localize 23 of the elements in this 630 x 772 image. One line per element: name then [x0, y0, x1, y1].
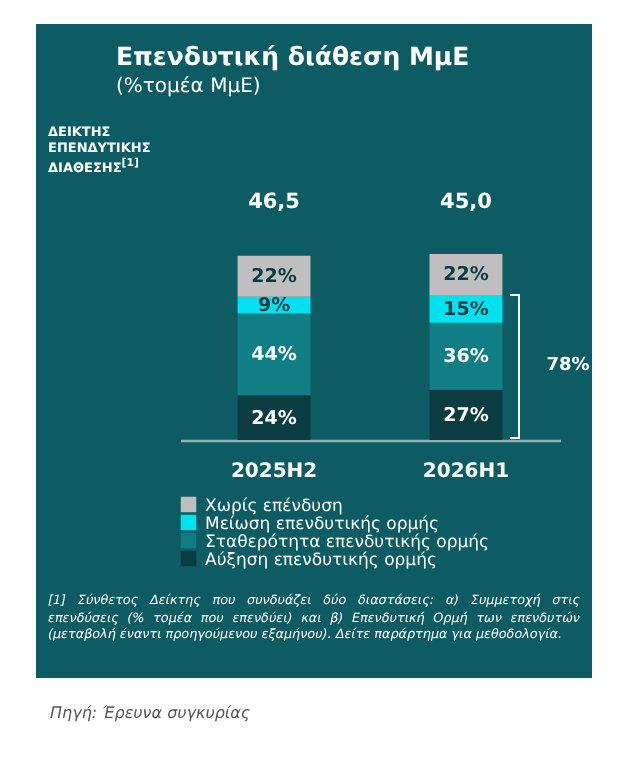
data-label: 9%	[257, 295, 292, 318]
data-label: 22%	[443, 264, 490, 287]
data-label: 44%	[251, 344, 298, 367]
legend-label: Μείωση επενδυτικής ορμής	[205, 514, 440, 535]
bar	[429, 389, 503, 440]
data-label: 22%	[251, 266, 298, 289]
x-tick-label: 2026H1	[422, 461, 510, 483]
legend-label: Χωρίς επένδυση	[205, 496, 343, 517]
x-tick-label: 2025H2	[230, 461, 318, 483]
text: 46,5	[248, 190, 300, 214]
annotation: 78%	[546, 355, 590, 376]
text: 45,0	[440, 190, 492, 214]
data-label: 15%	[443, 298, 490, 321]
bar	[237, 313, 311, 396]
legend-label: Σταθερότητα επενδυτικής ορμής	[205, 532, 490, 553]
text: Πηγή: Έρευνα συγκυρίας	[50, 704, 251, 722]
chart-subtitle: (%τομέα ΜμΕ)	[116, 76, 261, 98]
data-label: 27%	[443, 404, 490, 427]
data-label: 36%	[443, 346, 490, 369]
data-label: 24%	[251, 407, 298, 430]
legend-label: Αύξηση επενδυτικής ορμής	[205, 550, 437, 571]
chart-title: Επενδυτική διάθεση ΜμΕ	[116, 41, 470, 71]
bar	[429, 322, 503, 390]
